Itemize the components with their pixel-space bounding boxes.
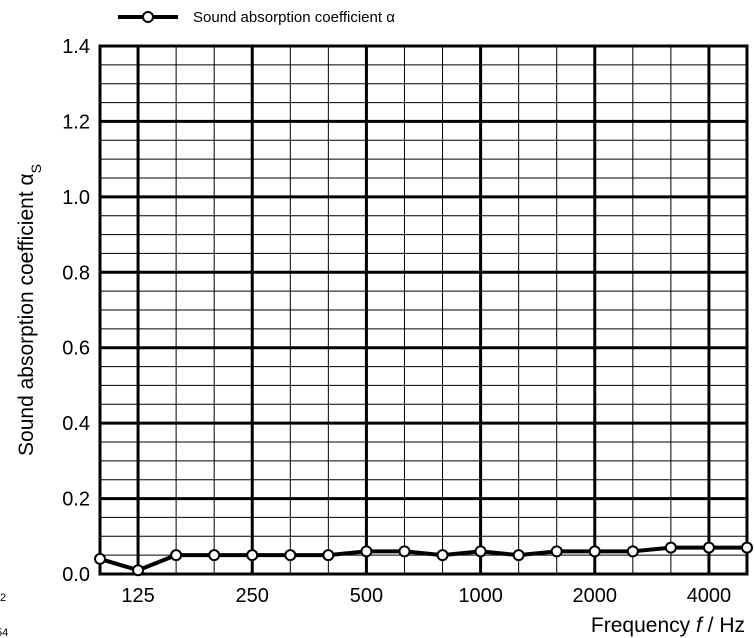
data-point [550,545,563,558]
x-tick-label: 1000 [458,585,503,607]
x-tick-label: 250 [236,585,269,607]
data-point [702,541,715,554]
data-point [664,541,677,554]
data-point [170,549,183,562]
x-tick-label: 4000 [687,585,732,607]
data-point [322,549,335,562]
x-axis-label: Frequency f / Hz [591,614,745,637]
edge-fragment-superscript: 2 [0,592,6,604]
data-point [512,549,525,562]
data-point [360,545,373,558]
data-point [436,549,449,562]
x-tick-label: 500 [350,585,383,607]
x-tick-label: 2000 [573,585,618,607]
data-point [284,549,297,562]
edge-fragment-number: 54 [0,627,8,638]
y-tick-label: 0.4 [62,413,90,435]
series-polyline [99,545,747,573]
x-tick-label: 125 [121,585,154,607]
y-tick-label: 1.2 [62,111,90,133]
series-line [94,541,753,577]
y-tick-label: 0.6 [62,338,90,360]
data-point [94,552,106,565]
y-tick-label: 0.8 [62,262,90,284]
data-point [474,545,487,558]
y-tick-label: 1.0 [62,187,90,209]
y-tick-label: 1.4 [62,36,90,58]
legend: Sound absorption coefficient α [118,9,395,26]
grid-major [100,46,747,574]
legend-marker [142,11,154,23]
data-point [588,545,601,558]
plot-frame [98,44,749,576]
legend-entry: Sound absorption coefficient α [193,9,395,26]
y-tick-label: 0.0 [62,564,90,586]
data-point [208,549,221,562]
data-point [398,545,411,558]
y-tick-labels: 0.0 0.2 0.4 0.6 0.8 1.0 1.2 1.4 [62,36,90,586]
data-point [741,541,753,554]
data-point [626,545,639,558]
data-point [132,564,145,577]
y-axis-label: Sound absorption coefficient αS [15,164,44,456]
x-tick-labels: 125 250 500 1000 2000 4000 [121,585,731,607]
data-point [246,549,259,562]
grid-minor [100,46,747,574]
y-tick-label: 0.2 [62,489,90,511]
